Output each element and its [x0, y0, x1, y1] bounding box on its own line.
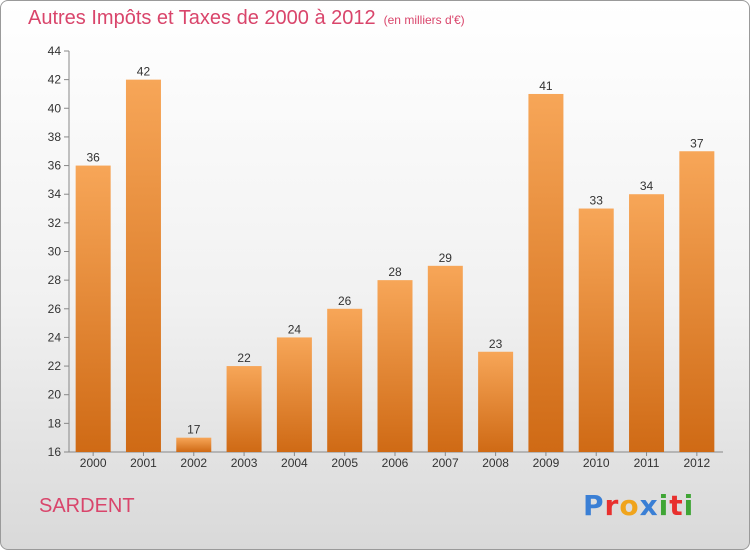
bar-value-label: 29 — [439, 251, 453, 265]
bar — [528, 93, 564, 452]
logo-letter: r — [604, 489, 620, 522]
y-tick-label: 42 — [48, 73, 62, 87]
bar — [377, 280, 413, 452]
bar-value-label: 22 — [237, 351, 251, 365]
bar — [125, 79, 161, 453]
y-tick-label: 38 — [48, 130, 62, 144]
chart-title: Autres Impôts et Taxes de 2000 à 2012 (en… — [28, 7, 465, 30]
chart-subtitle: (en milliers d'€) — [383, 13, 465, 27]
x-tick-label: 2011 — [634, 456, 660, 470]
y-tick-label: 40 — [48, 101, 62, 115]
bar — [427, 265, 463, 452]
bar — [276, 337, 312, 452]
x-tick-label: 2001 — [130, 456, 157, 470]
logo-letter: i — [658, 489, 670, 522]
x-tick-label: 2002 — [180, 456, 207, 470]
x-tick-label: 2009 — [533, 456, 560, 470]
y-tick-label: 16 — [48, 445, 62, 459]
bar — [629, 194, 665, 452]
x-tick-label: 2003 — [231, 456, 258, 470]
logo-letter: x — [639, 489, 659, 522]
bar-value-label: 26 — [338, 294, 352, 308]
bar-value-label: 23 — [489, 337, 503, 351]
bar-value-label: 34 — [640, 179, 654, 193]
bar — [679, 151, 715, 452]
x-tick-label: 2012 — [683, 456, 710, 470]
x-tick-label: 2005 — [331, 456, 358, 470]
bar — [176, 437, 212, 452]
y-tick-label: 28 — [48, 273, 62, 287]
logo-letter: i — [683, 489, 695, 522]
y-tick-label: 26 — [48, 302, 62, 316]
bar — [478, 351, 514, 452]
y-tick-label: 18 — [48, 416, 62, 430]
bar-value-label: 28 — [388, 265, 402, 279]
logo-letter: P — [583, 489, 605, 522]
x-tick-label: 2010 — [583, 456, 610, 470]
y-tick-label: 36 — [48, 159, 62, 173]
bar-value-label: 24 — [288, 322, 302, 336]
bar-value-label: 41 — [539, 79, 553, 93]
bar — [75, 165, 111, 453]
y-tick-label: 22 — [48, 359, 62, 373]
y-tick-label: 34 — [48, 187, 62, 201]
y-tick-label: 32 — [48, 216, 62, 230]
x-tick-label: 2007 — [432, 456, 459, 470]
logo-letter: o — [619, 489, 640, 522]
bar — [578, 208, 614, 452]
bar-value-label: 36 — [86, 151, 100, 165]
x-tick-label: 2008 — [482, 456, 509, 470]
commune-name: SARDENT — [39, 495, 135, 517]
y-tick-label: 44 — [48, 44, 62, 58]
bar-value-label: 17 — [187, 423, 201, 437]
x-tick-label: 2004 — [281, 456, 308, 470]
bar — [327, 308, 363, 452]
bar — [226, 366, 262, 452]
y-tick-label: 20 — [48, 388, 62, 402]
bar-value-label: 42 — [137, 65, 151, 79]
x-tick-label: 2000 — [80, 456, 107, 470]
bar-value-label: 37 — [690, 136, 704, 150]
proxiti-logo[interactable]: Proxiti — [583, 489, 694, 522]
chart-title-text: Autres Impôts et Taxes de 2000 à 2012 — [28, 7, 376, 29]
y-tick-label: 30 — [48, 245, 62, 259]
y-tick-label: 24 — [48, 330, 62, 344]
logo-letter: t — [669, 489, 684, 522]
bar-value-label: 33 — [590, 194, 604, 208]
x-tick-label: 2006 — [382, 456, 409, 470]
